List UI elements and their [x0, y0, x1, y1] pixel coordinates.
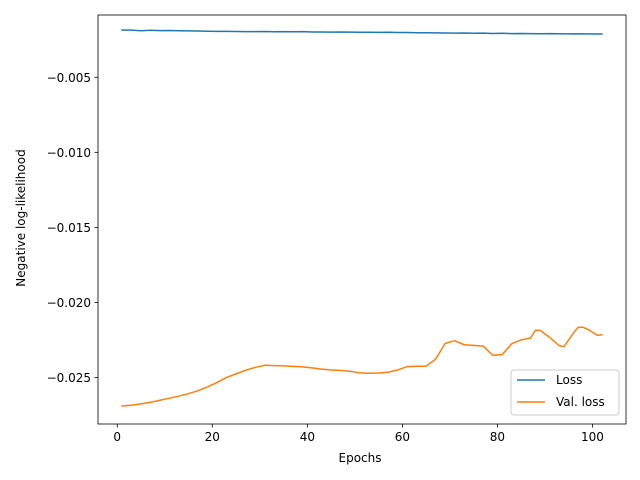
series-line-val-loss [121, 326, 603, 407]
series-layer [121, 29, 603, 407]
y-tick-label: −0.015 [47, 221, 91, 235]
y-tick-label: −0.025 [47, 371, 91, 385]
plot-background [98, 15, 626, 424]
y-tick-label: −0.020 [47, 296, 91, 310]
series-line-loss [121, 29, 603, 35]
x-tick-label: 40 [300, 430, 315, 444]
axes-layer: 0 20 40 60 80 100 −0.005 −0.010 −0.015 −0.020 −0.0… [47, 14, 627, 444]
x-tick-label: 100 [581, 430, 604, 444]
x-tick-label: 80 [490, 430, 505, 444]
y-axis-label: Negative log-likelihood [14, 149, 28, 286]
y-tick-label: −0.005 [47, 71, 91, 85]
x-tick-label: 60 [395, 430, 410, 444]
legend: Loss Val. loss [510, 369, 620, 416]
x-tick-label: 20 [205, 430, 220, 444]
y-tick-label: −0.010 [47, 146, 91, 160]
plot-area [98, 15, 626, 424]
legend-frame [510, 369, 620, 416]
legend-label-loss: Loss [556, 373, 582, 387]
x-tick-label: 0 [113, 430, 121, 444]
legend-label-val-loss: Val. loss [556, 395, 605, 409]
x-axis-label: Epochs [339, 451, 382, 465]
axes-frame [97, 14, 627, 425]
